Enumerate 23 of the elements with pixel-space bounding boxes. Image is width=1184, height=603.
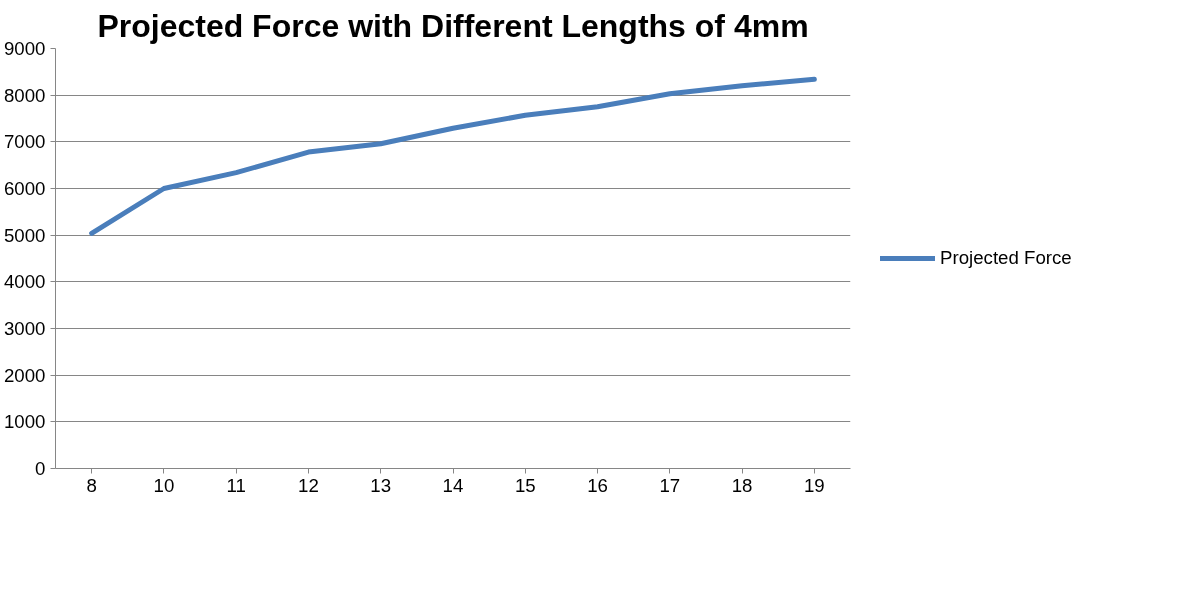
x-tick-label: 13: [370, 474, 392, 496]
y-tick-label: 6000: [4, 178, 46, 199]
y-tick-label: 9000: [4, 38, 46, 59]
x-tick-label: 17: [659, 474, 681, 496]
x-tick-label: 16: [587, 474, 608, 496]
x-tick-label: 8: [86, 474, 97, 496]
y-tick-label: 7000: [4, 131, 46, 153]
y-tick-label: 2000: [4, 364, 46, 386]
chart-title: Projected Force with Different Lengths of 4mm: [97, 7, 809, 44]
x-tick-label: 19: [803, 474, 825, 496]
x-tick-label: 10: [153, 474, 175, 496]
y-tick-label: 8000: [4, 84, 46, 106]
x-tick-label: 14: [442, 474, 464, 496]
x-tick-label: 15: [514, 474, 536, 496]
x-tick-label: 11: [226, 474, 246, 496]
y-tick-label: 3000: [4, 318, 46, 339]
y-tick-label: 0: [35, 458, 46, 479]
y-tick-label: 4000: [4, 271, 46, 293]
y-tick-label: 5000: [4, 224, 46, 246]
y-tick-label: 1000: [4, 411, 46, 433]
legend-label: Projected Force: [940, 247, 1072, 269]
x-tick-label: 18: [731, 474, 753, 496]
x-tick-label: 12: [298, 474, 319, 496]
